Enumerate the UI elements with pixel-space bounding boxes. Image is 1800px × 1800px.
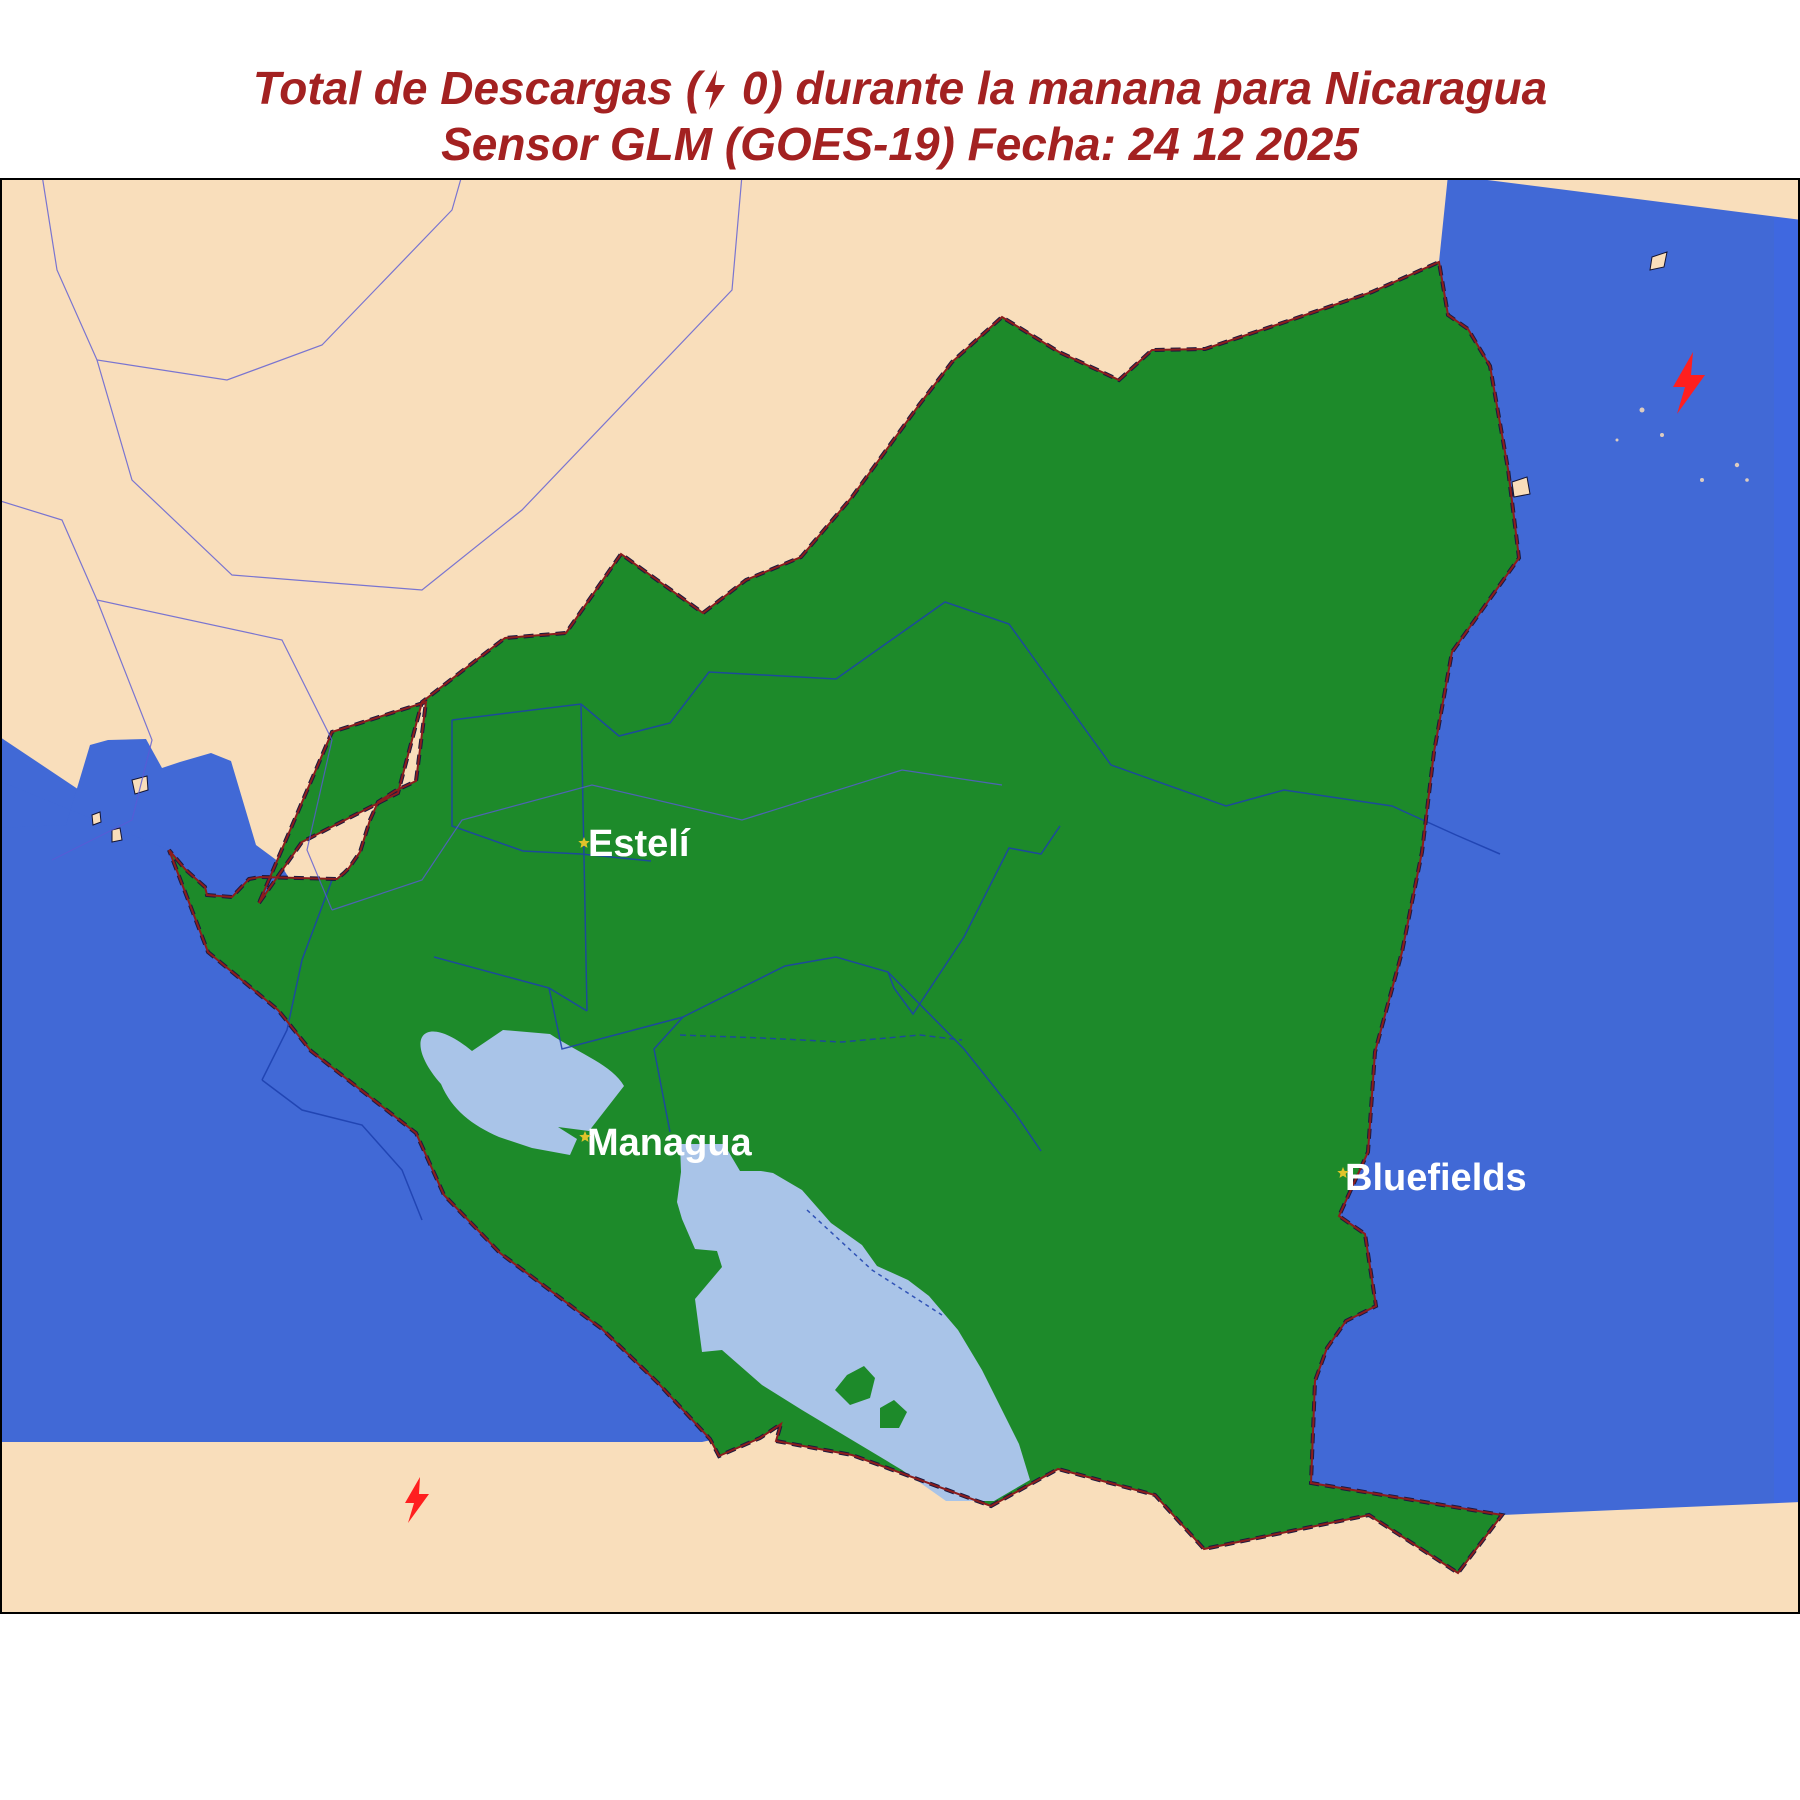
svg-text:Estelí: Estelí bbox=[588, 823, 691, 865]
svg-text:Managua: Managua bbox=[587, 1122, 753, 1164]
svg-text:Bluefields: Bluefields bbox=[1345, 1157, 1527, 1199]
